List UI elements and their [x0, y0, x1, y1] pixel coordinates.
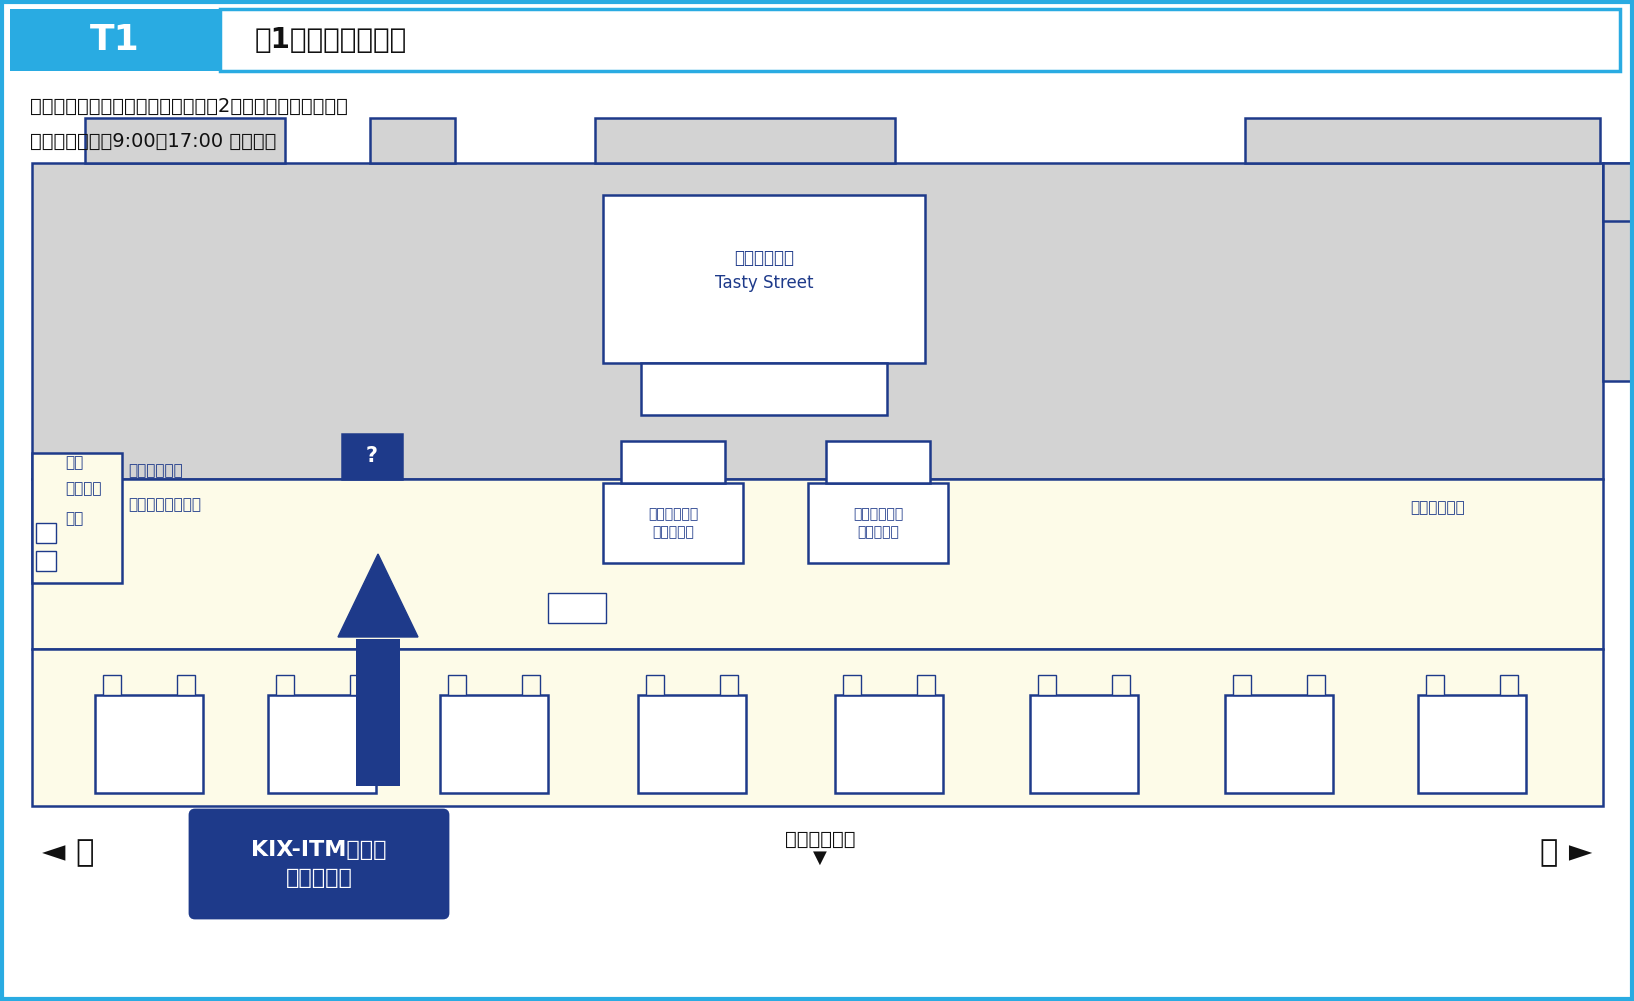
Bar — [641, 363, 887, 415]
Bar — [440, 695, 547, 793]
Bar — [807, 483, 948, 563]
Bar — [33, 453, 123, 583]
Bar — [1603, 163, 1634, 221]
Bar — [176, 675, 194, 695]
Bar — [33, 479, 1603, 649]
Bar — [521, 675, 539, 695]
Bar — [36, 551, 56, 571]
Bar — [621, 441, 725, 483]
Text: ▼: ▼ — [814, 849, 827, 867]
Text: 関西空港駅側: 関西空港駅側 — [784, 830, 855, 849]
Text: 国内線出発口: 国内線出発口 — [1410, 500, 1466, 516]
FancyBboxPatch shape — [190, 810, 448, 918]
Bar — [103, 675, 121, 695]
Bar — [603, 483, 743, 563]
Bar — [1418, 695, 1526, 793]
Text: 第1ターミナルビル: 第1ターミナルビル — [255, 26, 407, 54]
Bar — [1307, 675, 1325, 695]
Bar — [835, 695, 943, 793]
Bar — [603, 195, 925, 363]
Bar — [1226, 695, 1333, 793]
Bar — [1038, 675, 1056, 695]
Text: 南 ►: 南 ► — [1539, 839, 1592, 868]
Bar — [1426, 675, 1444, 695]
Text: ◄ 北: ◄ 北 — [42, 839, 95, 868]
Bar — [33, 163, 1603, 479]
Bar — [595, 118, 895, 163]
Bar — [1234, 675, 1252, 695]
Bar — [1603, 163, 1634, 381]
Bar — [85, 118, 284, 163]
Bar — [356, 639, 400, 786]
Bar — [448, 675, 466, 695]
Text: 交番: 交番 — [65, 512, 83, 527]
Text: 銀行: 銀行 — [65, 455, 83, 470]
Bar — [827, 441, 930, 483]
Bar — [1029, 695, 1137, 793]
Text: ココカラファイン: ココカラファイン — [127, 497, 201, 513]
Bar — [637, 695, 747, 793]
Bar — [350, 675, 368, 695]
Bar — [721, 675, 739, 695]
Text: チェックイン
カウンター: チェックイン カウンター — [647, 507, 698, 540]
Text: フードコート
Tasty Street: フードコート Tasty Street — [714, 249, 814, 292]
Bar — [369, 118, 454, 163]
Bar — [843, 675, 861, 695]
Bar — [645, 675, 663, 695]
Text: KIX-ITMカード
カウンター: KIX-ITMカード カウンター — [252, 840, 387, 888]
Text: マクドナルド: マクドナルド — [127, 463, 183, 478]
Bar — [342, 434, 402, 479]
Bar — [33, 649, 1603, 806]
Text: チェックイン
カウンター: チェックイン カウンター — [853, 507, 904, 540]
Bar — [917, 675, 935, 695]
Bar — [268, 695, 376, 793]
Text: ?: ? — [366, 446, 377, 466]
Bar — [276, 675, 294, 695]
Bar — [36, 523, 56, 543]
Bar — [1113, 675, 1131, 695]
Bar — [221, 9, 1619, 71]
Bar — [1500, 675, 1518, 695]
Text: ローソン: ローソン — [65, 481, 101, 496]
Text: ［場　　所］　第１ターミナルビル2階　案内カウンター横: ［場 所］ 第１ターミナルビル2階 案内カウンター横 — [29, 96, 348, 115]
Bar — [547, 593, 606, 623]
Text: ［営業時間］　9:00～17:00 年中無休: ［営業時間］ 9:00～17:00 年中無休 — [29, 131, 276, 150]
Polygon shape — [338, 554, 418, 637]
Text: T1: T1 — [90, 23, 141, 57]
Bar — [1245, 118, 1600, 163]
Bar — [10, 9, 221, 71]
Bar — [95, 695, 203, 793]
